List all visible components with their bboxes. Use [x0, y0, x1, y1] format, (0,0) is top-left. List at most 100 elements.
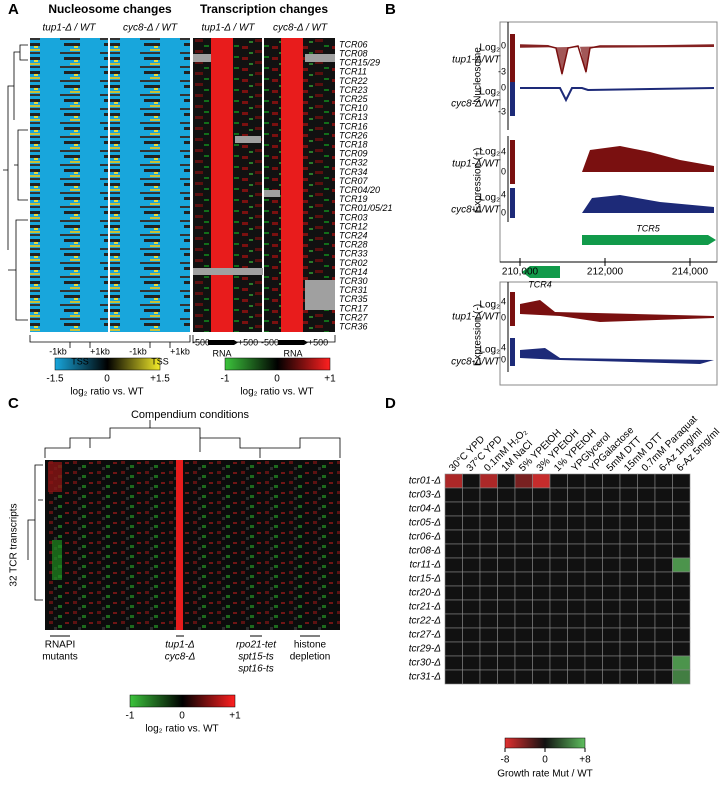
label: log₂ ratio vs. WT — [240, 387, 313, 398]
heat-cell — [637, 529, 656, 545]
heat-cell — [637, 627, 656, 643]
label: TCR08 — [339, 48, 368, 58]
heat-cell — [549, 473, 568, 489]
heat-cell — [444, 487, 463, 503]
label: tup1-Δ — [165, 640, 195, 651]
heat-cell — [497, 627, 516, 643]
heat-cell — [637, 613, 656, 629]
label: TCR09 — [339, 149, 368, 159]
label: tcr08-Δ — [409, 546, 442, 557]
heat-cell — [497, 613, 516, 629]
heat-cell — [532, 641, 551, 657]
heat-cell — [462, 571, 481, 587]
heat-cell — [672, 515, 691, 531]
label: Log₂ — [479, 147, 500, 158]
heat-cell — [514, 655, 533, 671]
label: TCR36 — [339, 321, 368, 331]
label: TCR11 — [339, 67, 367, 77]
label: 0 — [104, 374, 110, 385]
heat-cell — [672, 571, 691, 587]
heat-cell — [514, 571, 533, 587]
heat-cell — [497, 669, 516, 685]
heat-cell — [462, 543, 481, 559]
label: -500 — [261, 337, 279, 347]
label: histone — [294, 640, 327, 651]
heat-cell — [479, 501, 498, 517]
heat-cell — [672, 641, 691, 657]
heat-cell — [619, 655, 638, 671]
heat-cell — [479, 655, 498, 671]
heat-cell — [584, 487, 603, 503]
label: RNA — [283, 348, 302, 358]
label: cyc8-Δ / WT — [273, 23, 328, 34]
label: TCR12 — [339, 221, 368, 231]
heat-cell — [672, 501, 691, 517]
heat-cell — [444, 473, 463, 489]
heat-cell — [497, 585, 516, 601]
heat-cell — [444, 585, 463, 601]
label: -3 — [498, 106, 506, 116]
heat-cell — [654, 655, 673, 671]
heat-cell — [549, 543, 568, 559]
label: +8 — [579, 755, 591, 766]
heat-cell — [602, 655, 621, 671]
heat-cell — [567, 585, 586, 601]
heat-cell — [584, 543, 603, 559]
heat-cell — [637, 641, 656, 657]
heat-cell — [602, 613, 621, 629]
heat-cell — [567, 669, 586, 685]
heat-cell — [654, 487, 673, 503]
heat-cell — [479, 627, 498, 643]
heat-cell — [532, 557, 551, 573]
heat-cell — [497, 543, 516, 559]
heat-cell — [602, 585, 621, 601]
heat-cell — [444, 613, 463, 629]
label: cyc8-Δ — [165, 652, 196, 663]
heat-cell — [619, 585, 638, 601]
heat-cell — [444, 641, 463, 657]
label: TCR24 — [339, 230, 368, 240]
label: +500 — [238, 337, 258, 347]
heat-cell — [567, 501, 586, 517]
label: tup1-Δ/WT — [452, 55, 501, 66]
label: Transcription changes — [200, 2, 328, 16]
heat-cell — [619, 529, 638, 545]
heat-cell — [602, 515, 621, 531]
heat-cell — [462, 557, 481, 573]
heat-cell — [619, 473, 638, 489]
heat-cell — [602, 557, 621, 573]
label: Log₂ — [479, 300, 500, 311]
heat-cell — [602, 669, 621, 685]
heat-cell — [672, 473, 691, 489]
heat-cell — [479, 487, 498, 503]
label: TCR23 — [339, 85, 368, 95]
heat-cell — [479, 515, 498, 531]
heat-cell — [637, 585, 656, 601]
heat-cell — [654, 669, 673, 685]
heat-cell — [672, 669, 691, 685]
label: TCR4 — [528, 279, 552, 289]
label: TSS — [71, 356, 89, 366]
label: TCR14 — [339, 267, 368, 277]
heat-cell — [462, 501, 481, 517]
label: tcr27-Δ — [409, 630, 442, 641]
label: +1.5 — [150, 374, 170, 385]
heat-cell — [514, 641, 533, 657]
heat-cell — [462, 473, 481, 489]
label: tcr11-Δ — [409, 560, 441, 571]
heat-cell — [567, 515, 586, 531]
label: 0 — [542, 755, 548, 766]
label: TCR33 — [339, 249, 368, 259]
heat-cell — [514, 487, 533, 503]
heat-cell — [549, 529, 568, 545]
label: cyc8-Δ/WT — [451, 205, 501, 216]
heat-cell — [532, 501, 551, 517]
heat-cell — [497, 501, 516, 517]
heat-cell — [549, 599, 568, 615]
label: tup1-Δ / WT — [42, 23, 96, 34]
label: log₂ ratio vs. WT — [145, 724, 218, 735]
heat-cell — [619, 627, 638, 643]
heat-cell — [514, 613, 533, 629]
label: Log₂ — [479, 193, 500, 204]
label: log₂ ratio vs. WT — [70, 387, 143, 398]
